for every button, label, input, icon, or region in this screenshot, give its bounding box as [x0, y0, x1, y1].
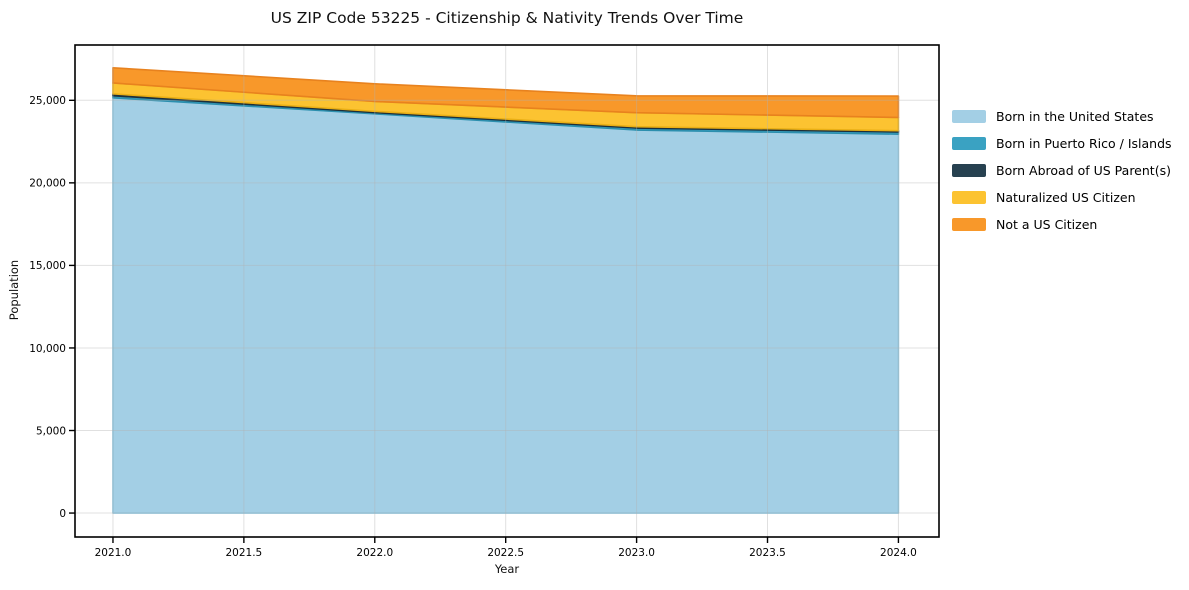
legend-label: Born in the United States — [996, 109, 1154, 124]
y-tick-label: 0 — [59, 508, 66, 520]
legend-item-3: Naturalized US Citizen — [952, 184, 1172, 211]
x-tick-label: 2022.0 — [356, 547, 393, 559]
x-tick-label: 2024.0 — [880, 547, 917, 559]
y-tick-label: 20,000 — [29, 178, 66, 190]
legend-label: Born in Puerto Rico / Islands — [996, 136, 1172, 151]
y-tick-label: 25,000 — [29, 95, 66, 107]
y-tick-label: 15,000 — [29, 260, 66, 272]
x-axis-label: Year — [494, 562, 520, 576]
x-tick-label: 2023.0 — [618, 547, 655, 559]
legend-swatch — [952, 137, 986, 150]
legend-item-4: Not a US Citizen — [952, 211, 1172, 238]
chart-title: US ZIP Code 53225 - Citizenship & Nativi… — [270, 9, 744, 27]
legend-label: Not a US Citizen — [996, 217, 1098, 232]
x-tick-label: 2021.0 — [95, 547, 132, 559]
legend-item-0: Born in the United States — [952, 103, 1172, 130]
x-tick-label: 2022.5 — [487, 547, 524, 559]
legend-label: Born Abroad of US Parent(s) — [996, 163, 1171, 178]
legend-item-2: Born Abroad of US Parent(s) — [952, 157, 1172, 184]
area-series-4 — [112, 66, 900, 119]
legend-swatch — [952, 218, 986, 231]
legend-swatch — [952, 191, 986, 204]
y-tick-label: 10,000 — [29, 343, 66, 355]
legend-swatch — [952, 164, 986, 177]
x-tick-label: 2023.5 — [749, 547, 786, 559]
legend-item-1: Born in Puerto Rico / Islands — [952, 130, 1172, 157]
x-tick-label: 2021.5 — [225, 547, 262, 559]
legend-swatch — [952, 110, 986, 123]
y-tick-label: 5,000 — [36, 425, 66, 437]
legend-label: Naturalized US Citizen — [996, 190, 1136, 205]
legend: Born in the United States Born in Puerto … — [952, 103, 1172, 238]
y-axis-label: Population — [7, 259, 21, 321]
plot-frame — [74, 44, 940, 538]
